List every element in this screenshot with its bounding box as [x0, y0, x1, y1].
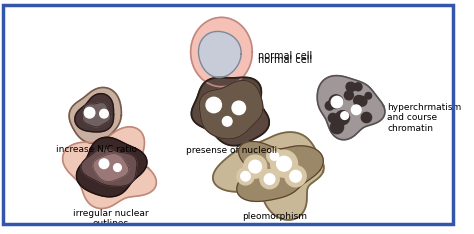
Polygon shape	[76, 137, 147, 197]
Circle shape	[345, 91, 354, 100]
Polygon shape	[63, 127, 156, 208]
Text: hyperchrmatism
and course
chromatin: hyperchrmatism and course chromatin	[387, 103, 461, 133]
Text: normal cell: normal cell	[258, 51, 312, 61]
Circle shape	[354, 83, 362, 91]
Circle shape	[365, 92, 372, 99]
Circle shape	[267, 148, 282, 164]
Circle shape	[346, 83, 353, 89]
Circle shape	[330, 121, 344, 134]
Circle shape	[249, 160, 262, 173]
Circle shape	[341, 112, 348, 119]
Circle shape	[232, 101, 246, 115]
Circle shape	[241, 172, 250, 181]
Polygon shape	[191, 17, 252, 87]
Circle shape	[354, 95, 364, 106]
Polygon shape	[75, 94, 114, 132]
Text: normal cell: normal cell	[258, 55, 312, 65]
Circle shape	[351, 105, 361, 115]
Polygon shape	[93, 154, 129, 182]
Circle shape	[346, 82, 356, 92]
Polygon shape	[81, 148, 137, 186]
Circle shape	[290, 170, 301, 182]
Text: pleomorphism: pleomorphism	[242, 212, 307, 221]
Circle shape	[270, 152, 279, 160]
Circle shape	[361, 112, 372, 123]
Circle shape	[206, 97, 221, 113]
Circle shape	[329, 100, 335, 107]
Circle shape	[285, 166, 306, 187]
Polygon shape	[69, 88, 121, 143]
Circle shape	[329, 95, 343, 109]
Text: presense of nucleoli: presense of nucleoli	[185, 146, 277, 155]
Text: increase N/C ratio: increase N/C ratio	[56, 144, 137, 154]
Circle shape	[260, 169, 279, 189]
Polygon shape	[82, 102, 111, 127]
Polygon shape	[199, 31, 241, 77]
Circle shape	[277, 156, 292, 171]
Circle shape	[99, 159, 109, 168]
Polygon shape	[200, 80, 263, 139]
Circle shape	[244, 155, 267, 178]
Circle shape	[264, 174, 275, 184]
Polygon shape	[317, 76, 385, 140]
Polygon shape	[213, 132, 324, 220]
Circle shape	[333, 122, 342, 131]
Circle shape	[356, 98, 364, 105]
Polygon shape	[191, 77, 269, 146]
Circle shape	[355, 100, 361, 106]
Circle shape	[331, 96, 343, 108]
Circle shape	[100, 109, 109, 118]
Circle shape	[336, 111, 349, 125]
Polygon shape	[237, 142, 323, 201]
Text: irregular nuclear
outlines: irregular nuclear outlines	[73, 209, 148, 228]
Circle shape	[84, 107, 95, 118]
Circle shape	[328, 113, 337, 123]
Circle shape	[114, 164, 121, 172]
Circle shape	[325, 101, 334, 110]
Circle shape	[237, 168, 254, 185]
Circle shape	[271, 150, 298, 177]
Circle shape	[357, 96, 367, 106]
Circle shape	[222, 117, 232, 126]
